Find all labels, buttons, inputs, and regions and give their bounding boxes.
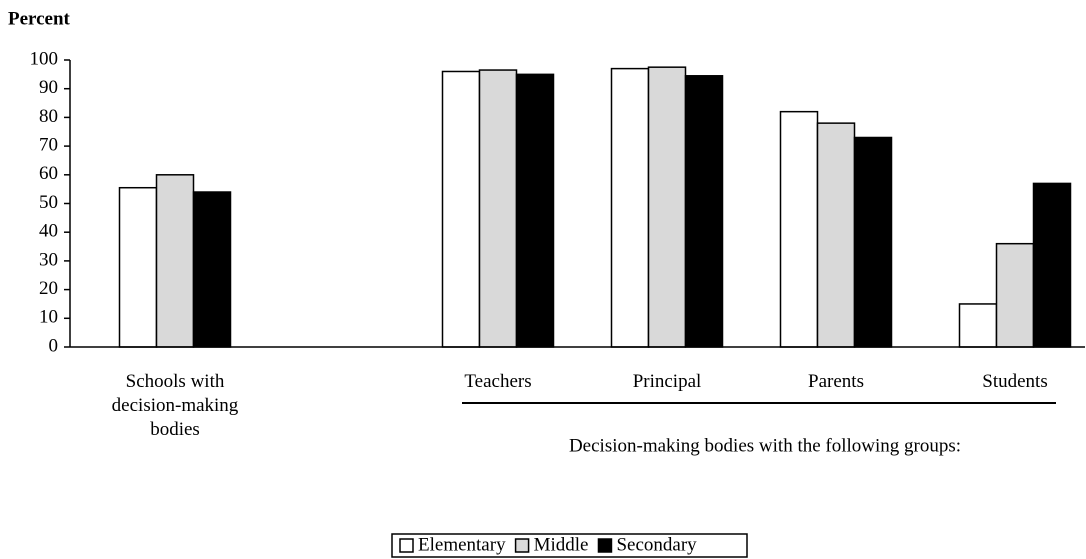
bar [779, 110, 819, 348]
bar [1032, 182, 1072, 348]
bar [853, 136, 893, 348]
bar [684, 75, 724, 348]
y-tick-label: 80 [39, 106, 58, 127]
bar [816, 122, 856, 348]
legend-label: Secondary [616, 534, 697, 555]
bar [192, 191, 232, 348]
y-tick-label: 0 [49, 335, 59, 356]
legend-label: Elementary [418, 534, 506, 555]
bar [441, 70, 481, 348]
x-tick-label: Schools with decision-making bodies [111, 371, 239, 440]
legend-label: Middle [534, 534, 589, 555]
legend-swatch [597, 538, 613, 553]
bar [995, 242, 1035, 348]
bar [610, 67, 650, 348]
x-tick-label: Teachers [464, 371, 532, 392]
y-tick-label: 50 [39, 192, 58, 213]
x-tick-label: Students [982, 371, 1048, 392]
x-tick-label: Parents [808, 371, 864, 392]
bar [958, 303, 998, 348]
y-tick-label: 70 [39, 134, 58, 155]
bar [155, 174, 195, 348]
legend-box [391, 533, 748, 558]
chart-title: Percent [8, 8, 71, 29]
bar [647, 66, 687, 348]
legend-swatch [399, 538, 414, 553]
legend-swatch [514, 538, 530, 553]
y-tick-label: 20 [39, 278, 58, 299]
y-tick-label: 30 [39, 249, 58, 270]
annotation: Decision-making bodies with the followin… [569, 435, 961, 456]
y-tick-label: 40 [39, 221, 58, 242]
y-tick-label: 10 [39, 307, 58, 328]
y-tick-label: 90 [39, 77, 58, 98]
x-tick-label: Principal [632, 371, 702, 392]
bar [478, 69, 518, 348]
bar [515, 73, 555, 348]
y-tick-label: 100 [30, 48, 59, 69]
bar [118, 186, 158, 348]
y-tick-label: 60 [39, 163, 58, 184]
